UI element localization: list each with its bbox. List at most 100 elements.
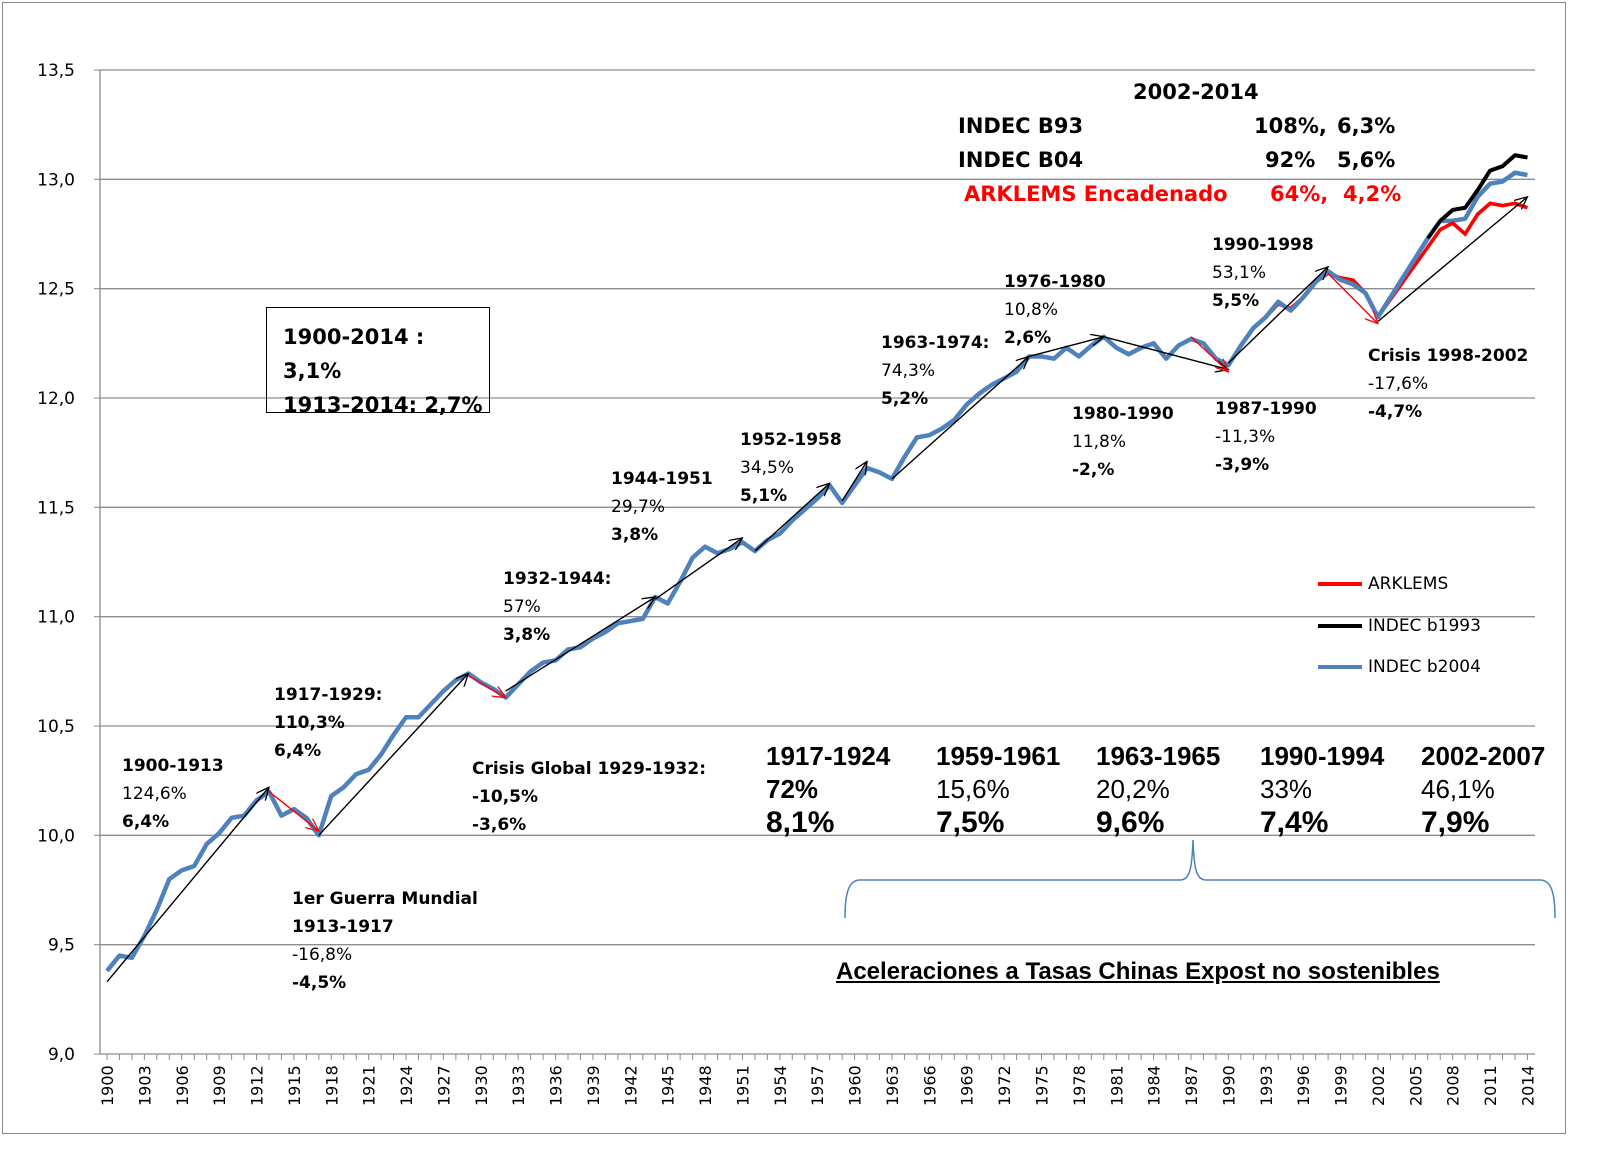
x-tick-label: 1906 [173, 1065, 192, 1106]
acceleration-pct: 20,2% [1096, 774, 1170, 804]
x-tick-label: 1960 [846, 1065, 865, 1106]
annotation-1990: 1990-1998 53,1% 5,5% [1212, 231, 1314, 315]
annotation-line: 1963-1974: [881, 333, 990, 353]
y-tick-label: 13,0 [37, 170, 75, 190]
x-tick-label: 1954 [771, 1065, 790, 1106]
x-tick-label: 2005 [1406, 1065, 1425, 1106]
annotation-1944: 1944-1951 29,7% 3,8% [611, 465, 713, 549]
annotation-1987: 1987-1990 -11,3% -3,9% [1215, 395, 1317, 479]
y-tick-label: 13,5 [37, 61, 75, 81]
acceleration-pct: 72% [766, 774, 819, 804]
y-tick-label: 12,5 [37, 280, 75, 300]
x-tick-label: 1999 [1332, 1065, 1351, 1106]
x-tick-label: 1948 [696, 1065, 715, 1106]
trend-arrow [1103, 336, 1229, 370]
acceleration-period: 1963-1965 [1096, 741, 1221, 771]
top-summary-rate: 4,2% [1343, 182, 1402, 206]
trend-arrow [1327, 272, 1378, 323]
y-tick-label: 10,5 [37, 717, 75, 737]
x-tick-label: 1945 [659, 1065, 678, 1106]
annotation-1980: 1980-1990 11,8% -2,% [1072, 400, 1174, 484]
top-summary-label: INDEC B04 [958, 148, 1084, 172]
x-tick-label: 1975 [1033, 1065, 1052, 1106]
trend-arrow [754, 483, 830, 552]
x-tick-label: 1924 [397, 1065, 416, 1106]
annotation-line: 5,5% [1212, 291, 1260, 311]
x-tick-label: 1996 [1294, 1065, 1313, 1106]
annotation-line: 5,2% [881, 389, 929, 409]
annotation-line: 124,6% [122, 784, 187, 804]
trend-arrow [1227, 267, 1328, 364]
trend-arrow [268, 791, 319, 831]
annotation-line: 110,3% [274, 713, 345, 733]
x-tick-label: 1903 [135, 1065, 154, 1106]
acceleration-pct: 33% [1260, 774, 1313, 804]
annotation-line: -16,8% [292, 945, 353, 965]
annotation-1917: 1917-1929: 110,3% 6,4% [274, 681, 382, 765]
y-tick-label: 9,5 [48, 936, 75, 956]
annotation-1900: 1900-1913 124,6% 6,4% [122, 752, 224, 836]
annotation-line: 1932-1944: [503, 569, 612, 589]
x-tick-label: 1990 [1219, 1065, 1238, 1106]
annotation-line: Crisis 1998-2002 [1368, 346, 1529, 366]
legend-label-indec-b2004: INDEC b2004 [1368, 657, 1481, 677]
trend-arrow [891, 356, 1029, 480]
annotation-1998: Crisis 1998-2002 -17,6% -4,7% [1368, 342, 1528, 426]
annotation-1952: 1952-1958 34,5% 5,1% [740, 426, 842, 510]
top-summary-period: 2002-2014 [1133, 80, 1259, 104]
annotation-line: -2,% [1072, 460, 1115, 480]
acceleration-pct: 46,1% [1421, 774, 1495, 804]
summary-box: 1900-2014 : 3,1% 1913-2014: 2,7% [266, 307, 490, 417]
annotation-line: 74,3% [881, 361, 936, 381]
x-tick-label: 2014 [1518, 1065, 1537, 1106]
trend-arrow [505, 597, 656, 692]
summary-line: 1900-2014 : 3,1% [283, 325, 425, 383]
annotation-line: 1913-1917 [292, 917, 394, 937]
x-tick-label: 1957 [808, 1065, 827, 1106]
x-tick-label: 1912 [248, 1065, 267, 1106]
x-tick-label: 1915 [285, 1065, 304, 1106]
top-summary-label: INDEC B93 [958, 114, 1084, 138]
annotation-line: -17,6% [1368, 374, 1429, 394]
annotation-line: Crisis Global 1929-1932: [472, 759, 706, 779]
x-tick-label: 1936 [547, 1065, 566, 1106]
x-tick-label: 1918 [322, 1065, 341, 1106]
acceleration-block: 1990-1994 33% 7,4% [1260, 740, 1384, 839]
acceleration-period: 1990-1994 [1260, 741, 1385, 771]
x-tick-label: 1972 [995, 1065, 1014, 1106]
annotation-line: 3,8% [503, 625, 551, 645]
trend-arrow [1028, 337, 1104, 358]
x-tick-label: 1984 [1145, 1065, 1164, 1106]
x-tick-label: 1927 [434, 1065, 453, 1106]
annotation-line: 1980-1990 [1072, 404, 1174, 424]
x-tick-label: 1993 [1257, 1065, 1276, 1106]
trend-arrow [654, 538, 742, 600]
summary-line: 1913-2014: 2,7% [283, 393, 483, 417]
annotation-1929: Crisis Global 1929-1932: -10,5% -3,6% [472, 755, 706, 839]
annotation-line: 11,8% [1072, 432, 1127, 452]
x-tick-label: 1909 [210, 1065, 229, 1106]
annotation-line: -11,3% [1215, 427, 1276, 447]
acceleration-rate: 7,9% [1421, 806, 1490, 839]
footnote: Aceleraciones a Tasas Chinas Expost no s… [836, 958, 1440, 985]
x-tick-label: 1963 [883, 1065, 902, 1106]
series-line-indec-b2004 [105, 170, 1528, 973]
annotation-line: 1987-1990 [1215, 399, 1317, 419]
top-summary-pct: 92% [1265, 148, 1316, 172]
y-tick-label: 11,0 [37, 608, 75, 628]
top-summary-label: ARKLEMS Encadenado [964, 182, 1228, 206]
annotation-line: 53,1% [1212, 263, 1267, 283]
x-tick-label: 1939 [584, 1065, 603, 1106]
annotation-line: 1990-1998 [1212, 235, 1314, 255]
annotation-1913: 1er Guerra Mundial 1913-1917 -16,8% -4,5% [292, 885, 478, 997]
acceleration-rate: 9,6% [1096, 806, 1165, 839]
acceleration-rate: 8,1% [766, 806, 835, 839]
acceleration-pct: 15,6% [936, 774, 1010, 804]
x-tick-label: 2008 [1444, 1065, 1463, 1106]
annotation-line: 2,6% [1004, 328, 1052, 348]
y-tick-label: 11,5 [37, 498, 75, 518]
acceleration-block: 1959-1961 15,6% 7,5% [936, 740, 1060, 839]
trend-arrow [841, 461, 867, 502]
trend-arrow [1377, 197, 1528, 323]
